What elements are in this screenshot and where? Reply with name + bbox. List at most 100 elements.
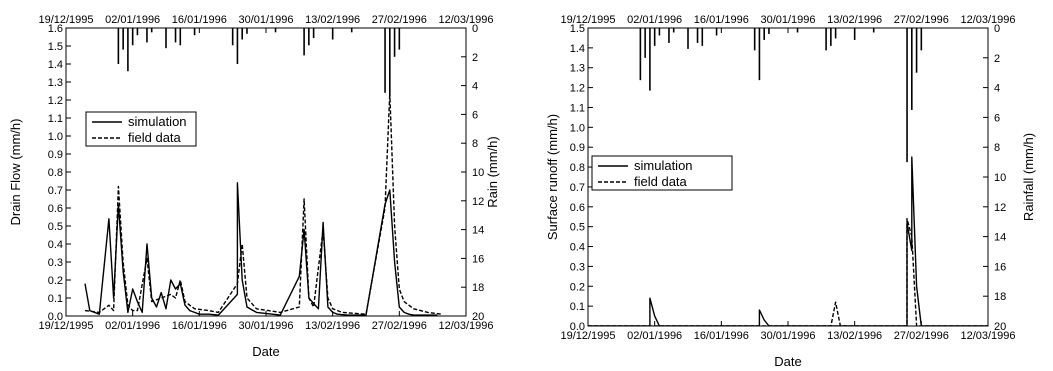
chart-1-x-tick-label: 12/03/1996 <box>438 320 493 332</box>
chart-1-y2-tick-label: 0 <box>472 23 478 35</box>
chart-1-y-tick-label: 0.9 <box>48 149 63 161</box>
chart-2-y-tick-label: 0.9 <box>570 142 585 154</box>
chart-1-y2-tick-label: 6 <box>472 109 478 121</box>
chart-2-y-tick-label: 1.3 <box>570 63 585 75</box>
chart-2-y2-tick-label: 10 <box>994 172 1006 184</box>
chart-2-y2-tick-label: 18 <box>994 291 1006 303</box>
chart-2-x-axis-title: Date <box>774 354 801 369</box>
chart-1-y-axis-title: Drain Flow (mm/h) <box>8 119 23 226</box>
chart-2-x-tick-label: 02/01/1996 <box>627 330 682 342</box>
chart-1-x-top-tick-label: 13/02/1996 <box>305 14 360 26</box>
chart-2-y2-tick-label: 0 <box>994 23 1000 35</box>
chart-2-y-tick-label: 0.3 <box>570 261 585 273</box>
chart-1-legend-label: simulation <box>128 114 187 129</box>
chart-1-y-tick-label: 1.0 <box>48 131 63 143</box>
chart-1-x-top-tick-label: 27/02/1996 <box>372 14 427 26</box>
chart-2-legend-label: simulation <box>634 158 693 173</box>
chart-1-series-simulation <box>84 182 438 316</box>
chart-2-y2-tick-label: 16 <box>994 261 1006 273</box>
chart-2-x-tick-label: 16/01/1996 <box>694 330 749 342</box>
chart-2-legend-label: field data <box>634 174 688 189</box>
chart-1-y-tick-label: 1.2 <box>48 95 63 107</box>
chart-2-y-tick-label: 0.4 <box>570 242 585 254</box>
chart-2-x-top-tick-label: 19/12/1995 <box>560 14 615 26</box>
chart-1-y-tick-label: 0.1 <box>48 293 63 305</box>
chart-2-y-tick-label: 0.1 <box>570 301 585 313</box>
chart-1-y-tick-label: 0.2 <box>48 275 63 287</box>
chart-2-y-axis-title: Surface runoff (mm/h) <box>545 114 560 240</box>
chart-2-y-tick-label: 1.5 <box>570 23 585 35</box>
chart-2-y2-tick-label: 12 <box>994 202 1006 214</box>
chart-2-x-top-tick-label: 27/02/1996 <box>894 14 949 26</box>
chart-1-x-top-tick-label: 30/01/1996 <box>238 14 293 26</box>
chart-1-x-tick-label: 30/01/1996 <box>238 320 293 332</box>
chart-2-frame <box>587 27 989 327</box>
chart-2-x-tick-label: 30/01/1996 <box>760 330 815 342</box>
chart-2-x-tick-label: 27/02/1996 <box>894 330 949 342</box>
chart-1-x-tick-label: 16/01/1996 <box>172 320 227 332</box>
chart-1-y2-tick-label: 10 <box>472 167 484 179</box>
chart-2-x-top-tick-label: 16/01/1996 <box>694 14 749 26</box>
chart-1-x-tick-label: 27/02/1996 <box>372 320 427 332</box>
chart-1-x-top-tick-label: 02/01/1996 <box>105 14 160 26</box>
chart-1-y2-tick-label: 16 <box>472 253 484 265</box>
chart-1-x-top-tick-label: 16/01/1996 <box>172 14 227 26</box>
chart-1-y2-tick-label: 14 <box>472 225 484 237</box>
chart-2-y2-tick-label: 2 <box>994 53 1000 65</box>
chart-2-y-tick-label: 0.8 <box>570 162 585 174</box>
chart-1: 19/12/1995 19/12/1995 02/01/1996 02/01/1996… <box>8 14 500 359</box>
chart-2: 19/12/1995 19/12/1995 02/01/1996 02/01/1996… <box>545 14 1036 369</box>
chart-2-legend-box <box>591 155 733 191</box>
chart-1-y-tick-label: 0.7 <box>48 185 63 197</box>
chart-1-x-tick-label: 19/12/1995 <box>38 320 93 332</box>
chart-1-y-tick-label: 0.4 <box>48 239 63 251</box>
chart-1-x-top-tick-label: 19/12/1995 <box>38 14 93 26</box>
chart-2-y-tick-label: 0.5 <box>570 222 585 234</box>
chart-1-legend-label: field data <box>128 130 182 145</box>
chart-1-x-tick-label: 02/01/1996 <box>105 320 160 332</box>
chart-2-x-top-tick-label: 12/03/1996 <box>960 14 1015 26</box>
chart-2-y-tick-label: 1.0 <box>570 122 585 134</box>
chart-2-x-top-tick-label: 30/01/1996 <box>760 14 815 26</box>
chart-1-y-tick-label: 1.4 <box>48 59 63 71</box>
chart-1-y-tick-label: 1.5 <box>48 41 63 53</box>
chart-2-series-field-data <box>588 217 988 326</box>
chart-2-x-tick-label: 13/02/1996 <box>827 330 882 342</box>
chart-2-y-tick-label: 0.0 <box>570 321 585 333</box>
chart-2-y-tick-label: 0.6 <box>570 202 585 214</box>
chart-2-y2-tick-label: 14 <box>994 232 1006 244</box>
chart-1-y-tick-label: 0.0 <box>48 311 63 323</box>
chart-1-y2-axis-title: Rain (mm/h) <box>485 136 500 208</box>
chart-1-x-axis-title: Date <box>252 344 279 359</box>
chart-2-y2-tick-label: 8 <box>994 142 1000 154</box>
chart-2-y2-tick-label: 4 <box>994 83 1000 95</box>
chart-1-x-tick-label: 13/02/1996 <box>305 320 360 332</box>
chart-2-x-tick-label: 19/12/1995 <box>560 330 615 342</box>
chart-2-y2-axis-title: Rainfall (mm/h) <box>1021 133 1036 221</box>
chart-2-y-tick-label: 1.1 <box>570 102 585 114</box>
chart-2-x-top-tick-label: 02/01/1996 <box>627 14 682 26</box>
chart-1-y-tick-label: 0.6 <box>48 203 63 215</box>
chart-1-y2-tick-label: 18 <box>472 282 484 294</box>
chart-2-y-tick-label: 0.2 <box>570 281 585 293</box>
chart-2-y2-tick-label: 6 <box>994 112 1000 124</box>
chart-2-y-tick-label: 0.7 <box>570 182 585 194</box>
chart-1-y-tick-label: 1.6 <box>48 23 63 35</box>
chart-1-legend-box <box>85 111 197 147</box>
chart-2-data <box>588 28 988 326</box>
chart-1-y2-tick-label: 2 <box>472 52 478 64</box>
chart-1-series-field-data <box>84 92 443 315</box>
chart-1-frame <box>65 27 467 317</box>
chart-1-y-tick-label: 0.3 <box>48 257 63 269</box>
chart-1-y2-tick-label: 12 <box>472 196 484 208</box>
chart-2-x-top-tick-label: 13/02/1996 <box>827 14 882 26</box>
chart-1-x-top-tick-label: 12/03/1996 <box>438 14 493 26</box>
chart-1-y2-tick-label: 20 <box>472 311 484 323</box>
chart-1-y-tick-label: 0.5 <box>48 221 63 233</box>
chart-1-y-tick-label: 1.1 <box>48 113 63 125</box>
chart-1-y-tick-label: 0.8 <box>48 167 63 179</box>
chart-2-y-tick-label: 1.4 <box>570 43 585 55</box>
chart-1-data <box>84 28 443 316</box>
